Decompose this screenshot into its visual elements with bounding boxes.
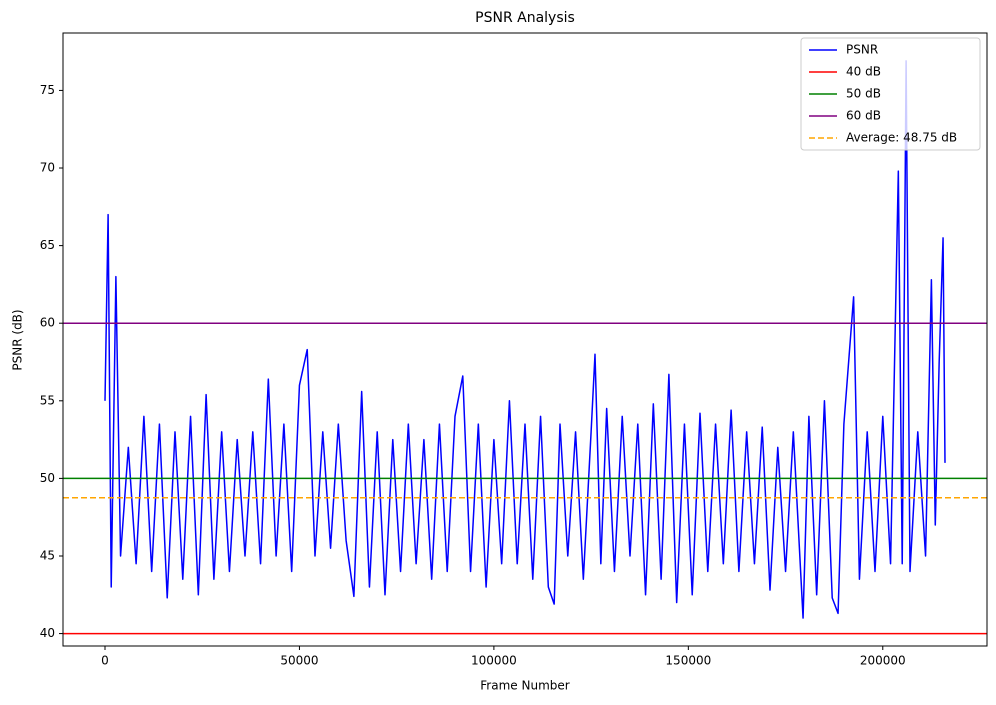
legend-label: 50 dB bbox=[846, 87, 881, 101]
axes-frame bbox=[62, 32, 988, 647]
legend-box bbox=[800, 37, 981, 151]
y-tick-label: 55 bbox=[40, 393, 55, 407]
x-tick-label: 200000 bbox=[860, 654, 906, 668]
x-tick-label: 50000 bbox=[280, 654, 318, 668]
y-tick-label: 70 bbox=[40, 161, 55, 175]
x-tick-label: 150000 bbox=[665, 654, 711, 668]
x-axis-label: Frame Number bbox=[480, 679, 569, 693]
y-tick-label: 40 bbox=[40, 626, 55, 640]
x-tick-label: 100000 bbox=[471, 654, 517, 668]
legend-label: Average: 48.75 dB bbox=[846, 131, 957, 145]
plot-area bbox=[63, 60, 987, 635]
legend-label: 40 dB bbox=[846, 65, 881, 79]
x-tick-label: 0 bbox=[101, 654, 109, 668]
chart-title: PSNR Analysis bbox=[475, 10, 575, 26]
legend-label: 60 dB bbox=[846, 109, 881, 123]
y-tick-label: 45 bbox=[40, 548, 55, 562]
y-tick-label: 75 bbox=[40, 83, 55, 97]
y-axis-label: PSNR (dB) bbox=[11, 309, 25, 370]
y-tick-label: 50 bbox=[40, 471, 55, 485]
y-tick-label: 65 bbox=[40, 238, 55, 252]
y-tick-label: 60 bbox=[40, 316, 55, 330]
legend-label: PSNR bbox=[846, 43, 878, 57]
